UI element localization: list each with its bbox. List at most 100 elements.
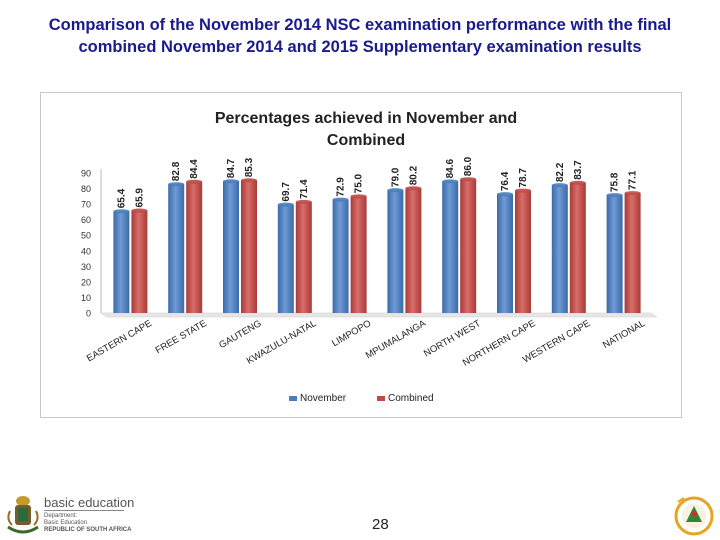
bar-cap xyxy=(223,179,239,184)
bar-cap xyxy=(350,194,367,199)
slide-title-line-2: combined November 2014 and 2015 Suppleme… xyxy=(78,38,642,56)
bar-cap xyxy=(569,180,586,185)
bar-november-1 xyxy=(168,184,185,313)
legend-swatch-november xyxy=(289,396,297,401)
bar-cap xyxy=(497,192,513,197)
bar-cap xyxy=(332,197,349,202)
bar-november-3 xyxy=(277,204,294,313)
bar-cap xyxy=(186,179,203,184)
bar-cap xyxy=(113,209,130,214)
y-tick-label: 10 xyxy=(81,293,91,303)
legend: November Combined xyxy=(289,393,434,404)
x-category-label: MPUMALANGA xyxy=(364,318,429,362)
coat-of-arms-icon xyxy=(7,496,39,534)
department-logo-text: basic education Department: Basic Educat… xyxy=(44,495,135,534)
bar-november-5 xyxy=(387,190,404,313)
value-label: 75.8 xyxy=(610,172,621,192)
legend-label: November xyxy=(300,393,347,404)
value-label: 82.2 xyxy=(555,162,566,182)
bar-combined-4 xyxy=(350,196,367,313)
legend-label: Combined xyxy=(388,393,434,404)
bar-combined-7 xyxy=(515,190,531,313)
value-label: 84.6 xyxy=(445,158,456,178)
bar-november-8 xyxy=(551,185,568,313)
bar-combined-6 xyxy=(460,179,477,313)
y-tick-label: 0 xyxy=(86,309,91,319)
bar-november-6 xyxy=(442,181,459,313)
y-tick-label: 90 xyxy=(81,169,91,179)
logo-line-3: Basic Education xyxy=(44,520,88,526)
bar-cap xyxy=(241,178,257,183)
logo-line-4: REPUBLIC OF SOUTH AFRICA xyxy=(44,527,132,533)
value-label: 71.4 xyxy=(299,179,310,199)
y-tick-label: 80 xyxy=(81,184,91,194)
value-label: 84.4 xyxy=(189,159,200,179)
x-category-label: LIMPOPO xyxy=(330,318,373,349)
y-tick-label: 20 xyxy=(81,277,91,287)
value-label: 84.7 xyxy=(226,158,237,178)
bar-cap xyxy=(551,183,568,188)
anniversary-emblem-icon xyxy=(674,496,714,536)
x-category-label: EASTERN CAPE xyxy=(85,318,154,364)
bar-combined-1 xyxy=(186,181,203,313)
bar-chart: Percentages achieved in November and Com… xyxy=(81,110,658,404)
bar-cap xyxy=(387,188,404,193)
bar-cap xyxy=(515,188,531,193)
bar-cap xyxy=(168,182,185,187)
y-tick-label: 60 xyxy=(81,215,91,225)
x-category-label: FREE STATE xyxy=(154,318,209,356)
chart-floor xyxy=(100,312,658,318)
bar-combined-0 xyxy=(131,210,148,313)
value-label: 75.0 xyxy=(354,173,365,193)
x-category-label: NATIONAL xyxy=(601,318,647,351)
slide-title-line-1: Comparison of the November 2014 NSC exam… xyxy=(48,16,672,34)
bar-cap xyxy=(460,177,477,182)
bar-cap xyxy=(295,199,312,204)
x-axis-labels: EASTERN CAPE FREE STATE GAUTENGKWAZULU-NAT… xyxy=(85,318,647,369)
bar-november-0 xyxy=(113,211,130,313)
y-tick-label: 50 xyxy=(81,231,91,241)
value-label: 76.4 xyxy=(500,171,511,191)
bar-combined-3 xyxy=(295,201,312,313)
x-category-label: GAUTENG xyxy=(217,318,263,351)
value-label: 79.0 xyxy=(390,167,401,187)
bar-combined-8 xyxy=(569,182,586,313)
slide-title: Comparison of the November 2014 NSC exam… xyxy=(10,14,710,58)
bar-combined-2 xyxy=(241,180,257,313)
logo-line-1: basic education xyxy=(44,495,135,510)
y-tick-label: 40 xyxy=(81,246,91,256)
value-label: 77.1 xyxy=(628,170,639,190)
value-label: 65.9 xyxy=(134,188,145,208)
value-label: 85.3 xyxy=(244,157,255,177)
chart-title-line-2: Combined xyxy=(327,132,405,149)
value-label: 65.4 xyxy=(116,188,127,208)
bar-combined-9 xyxy=(624,193,641,313)
y-tick-label: 70 xyxy=(81,200,91,210)
value-label: 72.9 xyxy=(336,177,347,197)
logo-line-2: Department: xyxy=(44,513,78,519)
page-number: 28 xyxy=(372,516,389,533)
bar-cap xyxy=(277,202,294,207)
bar-cap xyxy=(606,193,623,198)
bar-november-7 xyxy=(497,194,513,313)
value-label: 69.7 xyxy=(281,182,292,202)
value-label: 82.8 xyxy=(171,161,182,181)
bar-cap xyxy=(131,208,148,213)
bar-combined-5 xyxy=(405,188,422,313)
footer: 28 xyxy=(0,485,720,540)
bar-cap xyxy=(624,191,641,196)
value-label: 86.0 xyxy=(463,156,474,176)
bar-cap xyxy=(442,179,459,184)
y-tick-label: 30 xyxy=(81,262,91,272)
bar-november-9 xyxy=(606,195,623,313)
chart-frame: Percentages achieved in November and Com… xyxy=(40,92,682,418)
chart-title-line-1: Percentages achieved in November and xyxy=(215,110,517,127)
value-labels: 65.4 65.9 82.8 84.4 84.7 85.3 69.7 71.4 72.9 75.0… xyxy=(116,156,638,208)
value-label: 83.7 xyxy=(573,160,584,180)
value-label: 78.7 xyxy=(518,168,529,188)
bar-cap xyxy=(405,186,422,191)
bar-november-2 xyxy=(223,181,239,313)
bars xyxy=(113,177,641,313)
legend-swatch-combined xyxy=(377,396,385,401)
value-label: 80.2 xyxy=(408,165,419,185)
